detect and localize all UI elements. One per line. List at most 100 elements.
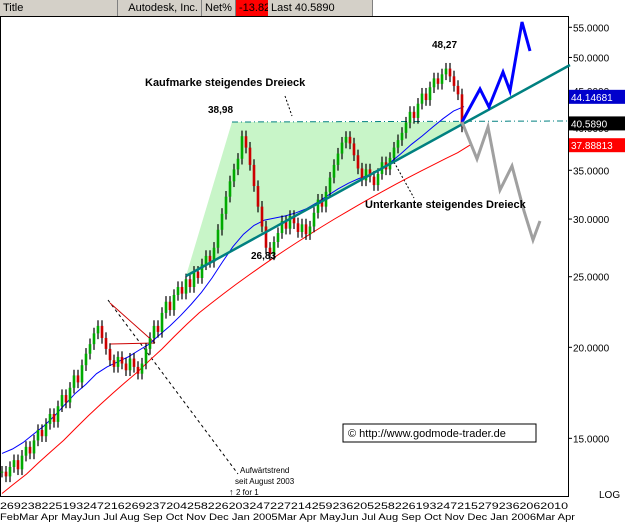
price-bar-body bbox=[160, 312, 164, 332]
price-bar-body bbox=[412, 111, 416, 118]
price-bar-body bbox=[48, 413, 52, 424]
price-bar-body bbox=[300, 224, 304, 232]
price-bar-body bbox=[188, 279, 192, 288]
price-bar-body bbox=[76, 375, 80, 383]
price-bar-body bbox=[260, 206, 264, 227]
y-tick-label: 25.0000 bbox=[573, 273, 610, 284]
price-bar-body bbox=[448, 68, 452, 77]
net-value: -13.82 bbox=[239, 2, 271, 14]
price-bar-body bbox=[196, 271, 200, 278]
price-label-text: 37.88813 bbox=[571, 141, 613, 152]
x-tick-months: FebMar Apr MayJun Jul Aug Sep Oct Nov De… bbox=[0, 512, 575, 522]
price-bar-body bbox=[68, 387, 72, 403]
price-bar-body bbox=[284, 221, 288, 229]
header-bar: Title Autodesk, Inc. Net% -13.82 Last 40… bbox=[0, 0, 625, 16]
y-tick-label: 15.0000 bbox=[573, 434, 610, 445]
price-bar-body bbox=[4, 471, 8, 477]
price-bar-body bbox=[220, 213, 224, 230]
price-bar-body bbox=[44, 423, 48, 437]
price-bar-body bbox=[248, 147, 252, 165]
price-bar-body bbox=[452, 76, 456, 86]
price-bar-body bbox=[332, 164, 336, 178]
high-label-48-27: 48,27 bbox=[432, 40, 457, 51]
split-label: 2 for 1 bbox=[236, 488, 259, 497]
price-bar-body bbox=[116, 356, 120, 367]
price-bar-body bbox=[404, 122, 408, 133]
unterkante-label: Unterkante steigendes Dreieck bbox=[365, 199, 527, 211]
company-name: Autodesk, Inc. bbox=[118, 0, 202, 16]
kaufmarke-leader bbox=[284, 95, 293, 117]
price-bar-body bbox=[276, 233, 280, 243]
price-bar-body bbox=[36, 429, 40, 441]
consolidation-lower bbox=[109, 342, 156, 345]
price-bar-body bbox=[132, 358, 136, 367]
price-bar-body bbox=[192, 271, 196, 288]
uptrend-label-1: Aufwärtstrend bbox=[240, 466, 289, 475]
resistance-line bbox=[231, 120, 569, 123]
price-bar-body bbox=[60, 395, 64, 407]
y-axis: 55.000050.000045.000040.000035.000030.00… bbox=[568, 23, 610, 445]
price-bar-body bbox=[264, 226, 268, 248]
price-bar-body bbox=[232, 169, 236, 182]
price-bar-body bbox=[336, 153, 340, 165]
price-bar-body bbox=[64, 395, 68, 403]
price-bar-body bbox=[396, 140, 400, 148]
price-label-text: 40.5890 bbox=[571, 119, 608, 130]
moving-average-long bbox=[1, 144, 471, 494]
last-label: Last bbox=[271, 2, 292, 14]
price-bar-body bbox=[304, 224, 308, 235]
price-bar-body bbox=[392, 147, 396, 158]
price-bar-body bbox=[272, 242, 276, 255]
y-tick-label: 50.0000 bbox=[573, 53, 610, 64]
price-bar-body bbox=[344, 136, 348, 143]
price-bar-body bbox=[84, 353, 88, 366]
price-bar-body bbox=[268, 247, 272, 255]
price-bar-body bbox=[444, 68, 448, 75]
projection-down bbox=[460, 121, 542, 245]
price-bar-body bbox=[436, 78, 440, 84]
price-bar-body bbox=[80, 365, 84, 383]
price-labels: 44.14681 40.5890 37.88813 bbox=[569, 89, 625, 153]
price-bar-body bbox=[152, 325, 156, 338]
y-tick-label: 30.0000 bbox=[573, 215, 610, 226]
price-bar-body bbox=[440, 74, 444, 84]
price-bar-body bbox=[172, 294, 176, 311]
price-bar-body bbox=[180, 287, 184, 294]
net-label: Net% bbox=[205, 2, 232, 14]
price-bar-body bbox=[16, 460, 20, 470]
price-bar-body bbox=[28, 446, 32, 454]
price-bar-body bbox=[136, 366, 140, 374]
price-bar-body bbox=[52, 413, 56, 422]
price-bar-body bbox=[460, 94, 464, 127]
price-bar-body bbox=[164, 301, 168, 313]
price-bar-body bbox=[124, 363, 128, 371]
price-bar-body bbox=[12, 460, 16, 468]
net-value-cell: -13.82 bbox=[236, 0, 271, 16]
price-bar-body bbox=[408, 111, 412, 123]
price-bar-body bbox=[368, 169, 372, 177]
price-bar-body bbox=[236, 158, 240, 170]
price-bar-body bbox=[92, 333, 96, 345]
price-bar-body bbox=[356, 155, 360, 169]
price-bar-body bbox=[0, 471, 4, 473]
company-label: Autodesk, Inc. bbox=[128, 2, 198, 14]
support-trendline bbox=[185, 63, 571, 278]
title-tab[interactable]: Title bbox=[0, 0, 118, 16]
last-value: 40.5890 bbox=[294, 2, 335, 14]
price-bar-body bbox=[240, 136, 244, 159]
price-bar-body bbox=[56, 406, 60, 422]
y-tick-label: 55.0000 bbox=[573, 23, 610, 34]
price-bar-body bbox=[400, 132, 404, 141]
price-bar-body bbox=[140, 363, 144, 374]
price-label-box bbox=[569, 138, 625, 153]
price-bar-body bbox=[120, 356, 124, 364]
high-label-38-98: 38,98 bbox=[208, 105, 233, 116]
price-bar-body bbox=[312, 212, 316, 227]
price-label-text: 44.14681 bbox=[571, 93, 613, 104]
projection-up bbox=[460, 21, 532, 123]
uptrend-dashed-line bbox=[107, 299, 239, 475]
price-bar-body bbox=[224, 196, 228, 214]
price-bar-body bbox=[376, 173, 380, 186]
